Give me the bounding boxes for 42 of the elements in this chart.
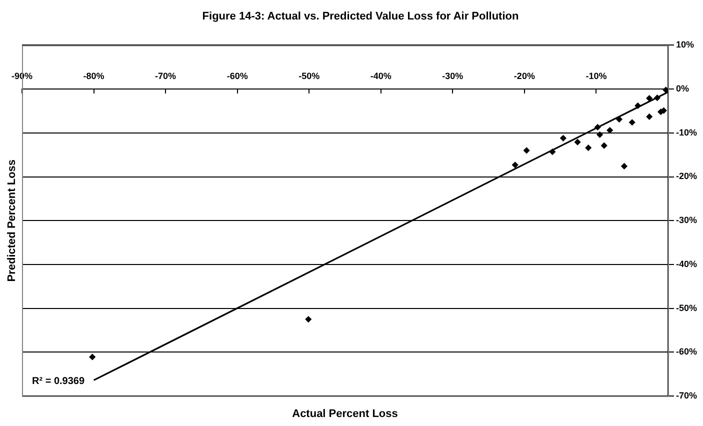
x-tick-label: -20%: [514, 70, 535, 81]
y-tick-label: 10%: [676, 40, 694, 50]
x-tick-label: -70%: [155, 70, 176, 81]
x-tick-label: -90%: [11, 70, 33, 81]
point: [634, 102, 641, 109]
x-tick-label: -10%: [586, 70, 607, 81]
point: [654, 94, 660, 101]
point: [629, 119, 636, 126]
y-tick-label: -60%: [676, 346, 698, 357]
point: [305, 316, 312, 322]
point: [621, 163, 628, 170]
point: [646, 114, 652, 120]
y-tick-label: -20%: [676, 171, 698, 182]
x-tick-label: -50%: [298, 70, 320, 81]
y-axis-title: Predicted Percent Loss: [6, 159, 18, 282]
annotation: R² = 0.9369: [32, 376, 85, 387]
point: [523, 147, 530, 154]
point: [560, 135, 566, 142]
point: [585, 144, 592, 151]
chart-title: Figure 14-3: Actual vs. Predicted Value Loss for Air Pollution: [202, 10, 519, 23]
y-tick-label: -40%: [676, 258, 698, 269]
y-tick-label: -70%: [676, 390, 698, 400]
y-tick-label: 0%: [676, 84, 690, 94]
point: [662, 86, 668, 94]
point: [601, 142, 608, 149]
point: [596, 132, 603, 138]
point: [646, 95, 652, 102]
point: [512, 162, 518, 168]
x-tick-label: -80%: [83, 70, 104, 81]
x-tick-label: -40%: [370, 70, 392, 81]
point: [549, 148, 556, 155]
x-tick-label: -30%: [442, 70, 464, 81]
y-tick-label: -10%: [676, 127, 698, 138]
point: [574, 139, 581, 146]
point: [606, 127, 613, 134]
point: [660, 107, 667, 114]
x-axis-title: Actual Percent Loss: [292, 408, 398, 420]
y-tick-label: -30%: [676, 215, 698, 226]
y-tick-label: -50%: [676, 302, 698, 313]
x-tick-label: -60%: [226, 70, 248, 81]
point: [89, 354, 96, 360]
point: [594, 124, 601, 130]
